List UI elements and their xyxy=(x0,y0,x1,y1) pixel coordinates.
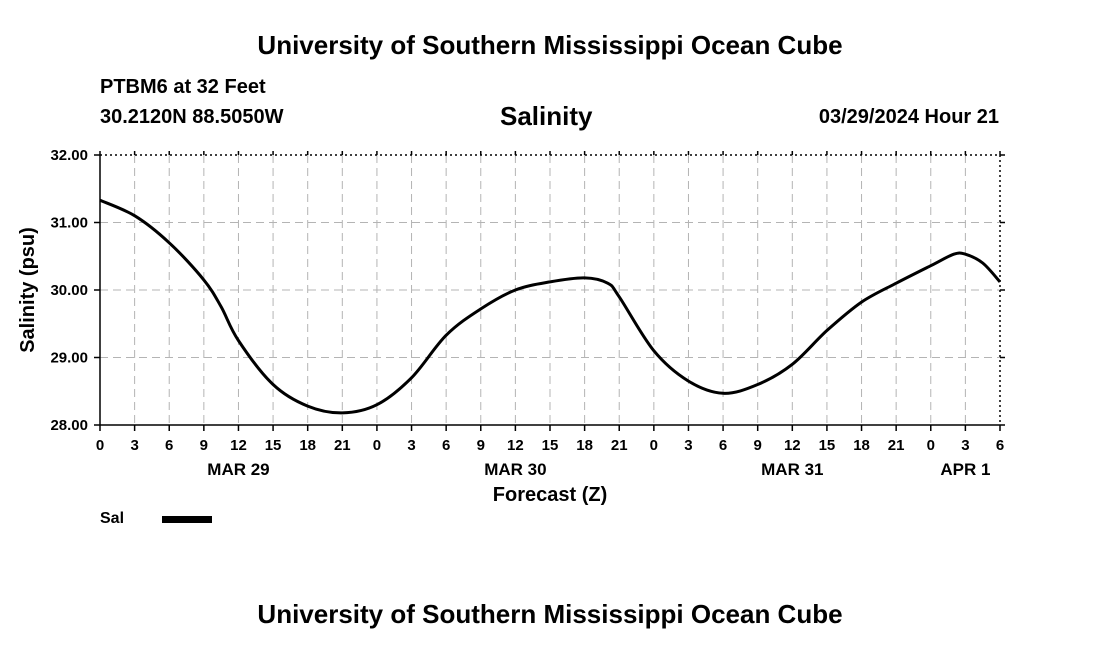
x-tick-label: 0 xyxy=(927,437,935,454)
x-tick-label: 18 xyxy=(576,437,593,454)
legend-line-swatch xyxy=(162,516,212,523)
date-label: MAR 31 xyxy=(761,460,823,479)
x-tick-label: 6 xyxy=(719,437,727,454)
x-tick-label: 12 xyxy=(230,437,247,454)
x-tick-label: 15 xyxy=(265,437,282,454)
x-tick-label: 15 xyxy=(542,437,559,454)
station-label: PTBM6 at 32 Feet xyxy=(100,76,266,98)
date-label: APR 1 xyxy=(940,460,990,479)
y-tick-label: 31.00 xyxy=(50,215,88,232)
chart-title: Salinity xyxy=(500,101,593,131)
x-tick-label: 12 xyxy=(784,437,801,454)
x-tick-label: 3 xyxy=(961,437,969,454)
x-tick-label: 3 xyxy=(407,437,415,454)
y-tick-label: 28.00 xyxy=(50,417,88,434)
timestamp-label: 03/29/2024 Hour 21 xyxy=(818,106,999,128)
x-tick-label: 9 xyxy=(200,437,208,454)
x-tick-label: 6 xyxy=(165,437,173,454)
date-label: MAR 29 xyxy=(207,460,269,479)
x-tick-label: 21 xyxy=(888,437,905,454)
x-tick-label: 0 xyxy=(373,437,381,454)
x-tick-label: 6 xyxy=(996,437,1004,454)
footer-title: University of Southern Mississippi Ocean… xyxy=(257,599,843,629)
x-tick-label: 0 xyxy=(96,437,104,454)
x-tick-label: 0 xyxy=(650,437,658,454)
x-tick-label: 9 xyxy=(754,437,762,454)
x-tick-label: 3 xyxy=(130,437,138,454)
x-tick-label: 21 xyxy=(334,437,351,454)
x-tick-label: 15 xyxy=(819,437,836,454)
x-tick-label: 18 xyxy=(853,437,870,454)
x-tick-label: 12 xyxy=(507,437,524,454)
x-tick-label: 21 xyxy=(611,437,628,454)
page-title: University of Southern Mississippi Ocean… xyxy=(257,30,843,60)
salinity-series-line xyxy=(99,198,1002,415)
x-tick-label: 18 xyxy=(299,437,316,454)
y-tick-label: 29.00 xyxy=(50,350,88,367)
x-tick-label: 3 xyxy=(684,437,692,454)
x-tick-label: 9 xyxy=(477,437,485,454)
y-tick-label: 30.00 xyxy=(50,282,88,299)
y-tick-label: 32.00 xyxy=(50,147,88,164)
x-axis-title: Forecast (Z) xyxy=(493,484,607,506)
x-tick-label: 6 xyxy=(442,437,450,454)
y-axis-title: Salinity (psu) xyxy=(17,227,39,353)
coordinates-label: 30.2120N 88.5050W xyxy=(100,106,284,128)
legend-label: Sal xyxy=(100,510,125,527)
date-label: MAR 30 xyxy=(484,460,546,479)
